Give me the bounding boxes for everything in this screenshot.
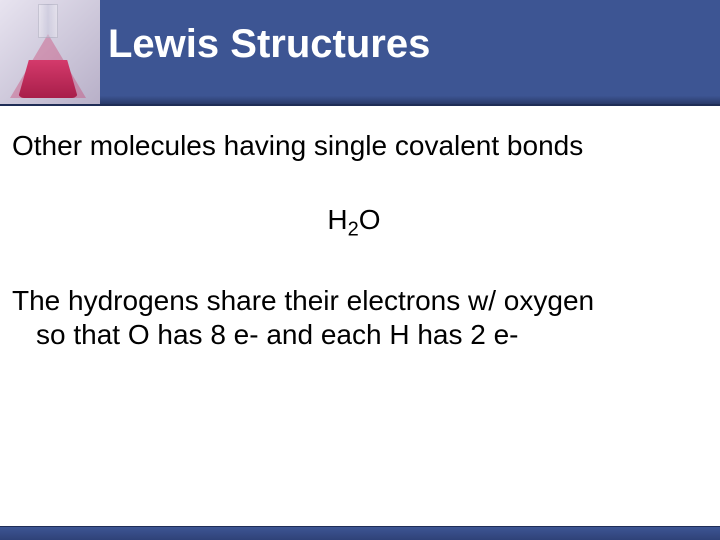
- slide-footer-bar: [0, 526, 720, 540]
- intro-line: Other molecules having single covalent b…: [12, 130, 696, 162]
- formula-subscript: 2: [348, 219, 359, 241]
- header-flask-image: [0, 0, 100, 104]
- slide-content: Other molecules having single covalent b…: [12, 130, 696, 352]
- slide: Lewis Structures Other molecules having …: [0, 0, 720, 540]
- para-line-2: so that O has 8 e- and each H has 2 e-: [12, 318, 696, 352]
- chemical-formula: H2O: [12, 204, 696, 242]
- flask-neck-icon: [38, 4, 58, 38]
- formula-h: H: [327, 204, 347, 235]
- slide-title: Lewis Structures: [108, 22, 430, 67]
- formula-o: O: [359, 204, 381, 235]
- explanation-paragraph: The hydrogens share their electrons w/ o…: [12, 284, 696, 352]
- header-underline: [0, 104, 720, 106]
- para-line-1: The hydrogens share their electrons w/ o…: [12, 285, 594, 316]
- slide-header: Lewis Structures: [0, 0, 720, 104]
